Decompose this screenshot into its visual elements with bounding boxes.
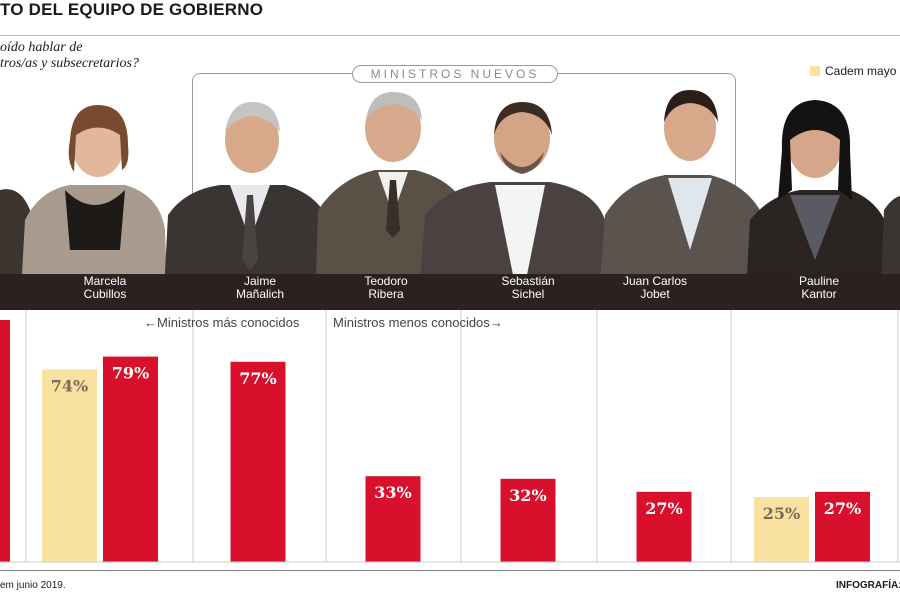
bar-may-1 <box>42 369 97 562</box>
section-label-less-known: Ministros menos conocidos→ <box>333 315 503 330</box>
name-last: Mañalich <box>235 287 285 301</box>
question-line-1: oído hablar de <box>0 40 83 55</box>
name-first: Jaime <box>243 274 276 288</box>
bar-june-6-label: 27% <box>824 499 861 518</box>
bar-june-3-label: 33% <box>374 483 411 502</box>
name-last: Kantor <box>801 287 837 301</box>
footer-credit: INFOGRAFÍA: A <box>836 580 900 591</box>
legend-swatch-may <box>810 66 820 76</box>
bar-june-4-label: 32% <box>509 486 546 505</box>
new-ministers-label: MINISTROS NUEVOS <box>352 65 558 83</box>
name-label-teodoro-ribera: Teodoro Ribera <box>326 275 446 301</box>
name-band <box>0 274 900 310</box>
name-first: Marcela <box>83 274 127 288</box>
bar-june-1-label: 79% <box>112 364 149 383</box>
name-label-marcela-cubillos: Marcela Cubillos <box>45 275 165 301</box>
bar-june-4 <box>500 478 556 562</box>
name-first: Pauline <box>798 274 840 288</box>
name-first: Sebastián <box>501 274 555 288</box>
bar-may-1-label: 74% <box>51 377 88 396</box>
question-line-2: tros/as y subsecretarios? <box>0 56 139 71</box>
section-label-more-known: ←Ministros más conocidos <box>144 315 300 330</box>
footer-source: em junio 2019. <box>0 580 66 591</box>
bar-june-1 <box>103 356 158 562</box>
bar-chart: 74% 79% 77% 33% 32% 27% 25% 27% <box>0 310 900 563</box>
name-label-jaime-manalich: Jaime Mañalich <box>200 275 320 301</box>
bar-june-2-label: 77% <box>239 369 276 388</box>
legend-label-may: Cadem mayo <box>825 64 897 78</box>
name-first: Teodoro <box>364 274 408 288</box>
name-last: Jobet <box>640 287 670 301</box>
legend: Cadem mayo <box>810 64 896 78</box>
bar-may-6 <box>754 497 809 562</box>
bar-may-6-label: 25% <box>763 504 800 523</box>
name-label-sebastian-sichel: Sebastián Sichel <box>468 275 588 301</box>
footer-divider <box>0 570 900 571</box>
name-label-pauline-kantor: Pauline Kantor <box>759 275 879 301</box>
name-last: Ribera <box>368 287 404 301</box>
bar-june-partial-left <box>0 320 10 562</box>
bar-june-2 <box>230 361 286 562</box>
name-last: Sichel <box>511 287 545 301</box>
bar-june-5 <box>636 491 692 562</box>
bar-june-6 <box>815 491 870 562</box>
name-band-background <box>0 274 900 310</box>
title-divider <box>0 35 900 36</box>
name-first: Juan Carlos <box>622 274 688 288</box>
bar-june-5-label: 27% <box>645 499 682 518</box>
survey-question: oído hablar de tros/as y subsecretarios? <box>0 40 139 72</box>
bar-june-3 <box>365 476 421 562</box>
name-last: Cubillos <box>83 287 127 301</box>
name-label-juan-carlos-jobet: Juan Carlos Jobet <box>595 275 715 301</box>
chart-title: TO DEL EQUIPO DE GOBIERNO <box>0 0 264 19</box>
